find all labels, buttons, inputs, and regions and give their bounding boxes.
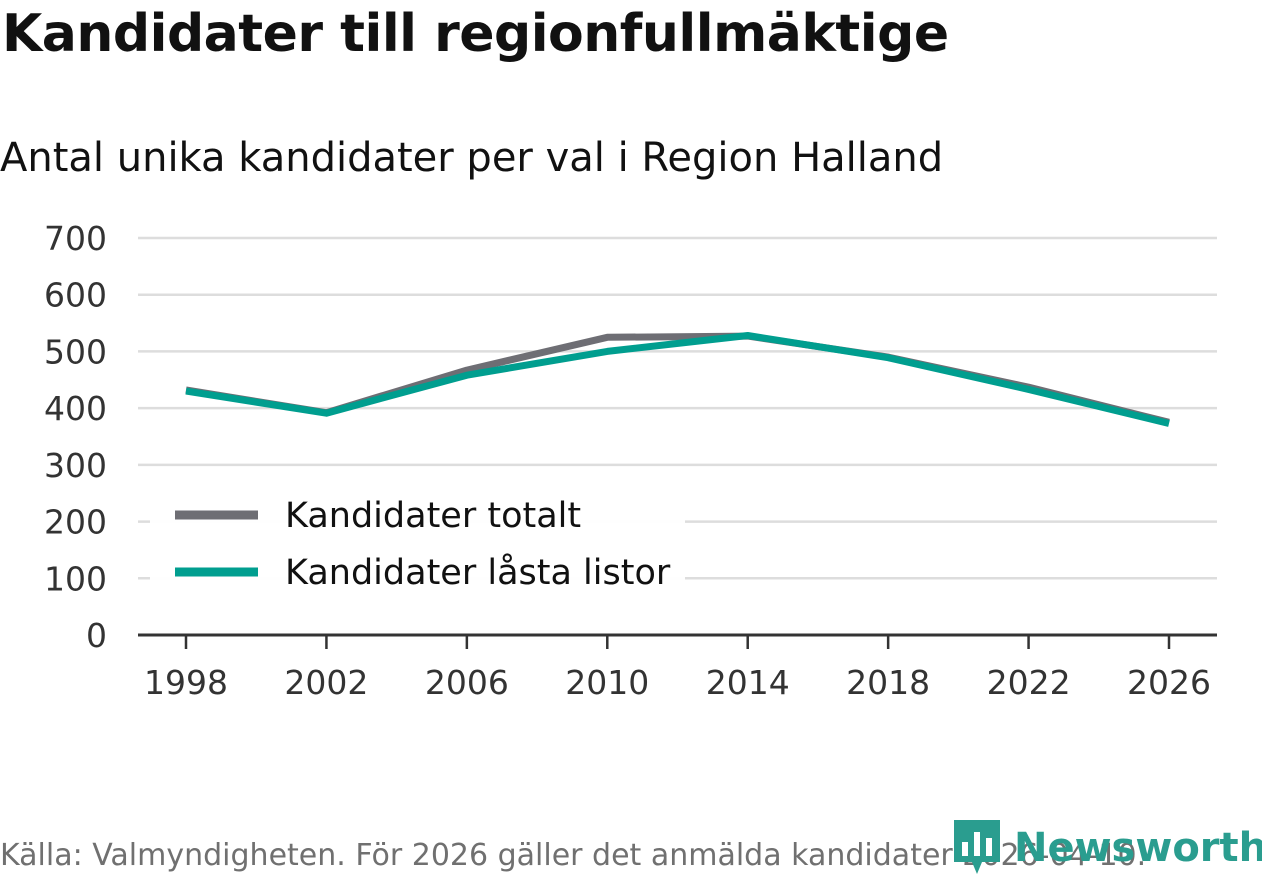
- x-tick-label: 2018: [846, 663, 930, 702]
- legend-label: Kandidater låsta listor: [285, 552, 671, 593]
- x-tick-label: 2002: [284, 663, 368, 702]
- x-tick-label: 2014: [706, 663, 790, 702]
- brand-logo: Newsworthy: [952, 818, 1262, 878]
- x-tick-label: 2006: [425, 663, 509, 702]
- x-tick-label: 2010: [565, 663, 649, 702]
- chart-subtitle: Antal unika kandidater per val i Region …: [0, 135, 944, 181]
- legend-label: Kandidater totalt: [285, 496, 581, 536]
- y-tick-label: 400: [44, 389, 107, 428]
- y-tick-label: 300: [44, 446, 107, 485]
- chart-title: Kandidater till regionfullmäktige: [2, 4, 949, 64]
- y-tick-label: 0: [86, 616, 107, 655]
- x-tick-label: 1998: [144, 663, 228, 702]
- y-tick-label: 500: [44, 332, 107, 371]
- brand-name: Newsworthy: [1014, 825, 1262, 871]
- x-tick-label: 2022: [987, 663, 1071, 702]
- x-tick-label: 2026: [1127, 663, 1211, 702]
- bar-chart-logo-icon: [954, 820, 1000, 874]
- y-tick-label: 100: [44, 559, 107, 598]
- series-line-kandidater-lasta-listor: [185, 332, 1170, 427]
- y-tick-label: 600: [44, 276, 107, 315]
- legend-background: [150, 488, 685, 596]
- y-tick-label: 700: [44, 219, 107, 258]
- y-tick-label: 200: [44, 503, 107, 542]
